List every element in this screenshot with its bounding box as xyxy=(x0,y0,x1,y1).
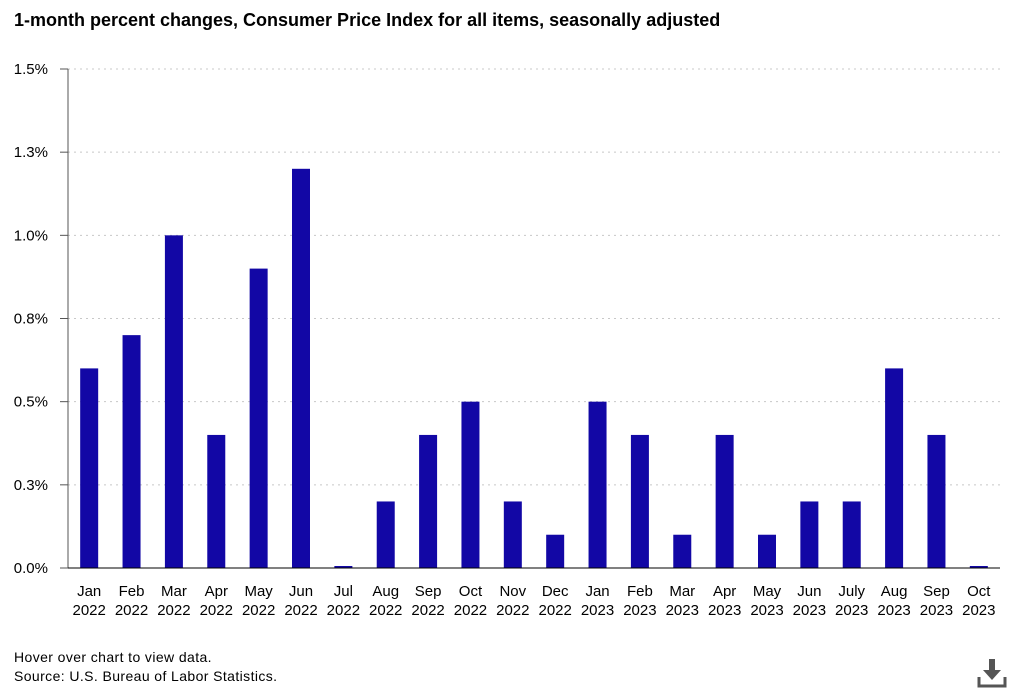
x-tick-label-month: Aug xyxy=(881,583,908,600)
x-tick-label-month: Aug xyxy=(372,583,399,600)
bar-jun-2022[interactable] xyxy=(292,168,310,569)
x-tick-label-month: Oct xyxy=(967,583,991,600)
x-tick-label-year: 2022 xyxy=(496,602,529,619)
y-tick-label: 1.3% xyxy=(14,144,48,161)
bar-oct-2022[interactable] xyxy=(461,401,480,568)
x-tick-label-year: 2023 xyxy=(750,602,783,619)
bar-feb-2023[interactable] xyxy=(630,434,649,568)
bar-july-2023[interactable] xyxy=(842,501,861,568)
x-tick-label-year: 2022 xyxy=(284,602,317,619)
x-tick-label-year: 2023 xyxy=(835,602,868,619)
x-tick-label-year: 2022 xyxy=(200,602,233,619)
bar-may-2023[interactable] xyxy=(758,534,776,568)
x-tick-label-year: 2023 xyxy=(581,602,614,619)
download-button[interactable] xyxy=(976,657,1008,689)
x-tick-label-month: May xyxy=(753,583,782,600)
x-tick-label-year: 2022 xyxy=(115,602,148,619)
x-tick-label-month: Apr xyxy=(713,583,736,600)
x-tick-label-year: 2022 xyxy=(369,602,402,619)
x-tick-label-year: 2023 xyxy=(623,602,656,619)
chart-footer: Hover over chart to view data. Source: U… xyxy=(14,648,277,686)
x-tick-label-year: 2022 xyxy=(157,602,190,619)
y-tick-label: 0.3% xyxy=(14,477,48,494)
x-tick-label-year: 2022 xyxy=(411,602,444,619)
bar-jul-2022[interactable] xyxy=(334,566,353,568)
bar-chart[interactable]: 0.0% 0.3% 0.5% 0.8% 1.0% 1.3% 1.5% Jan 2022 Feb 2… xyxy=(0,0,1024,640)
bar-apr-2022[interactable] xyxy=(207,434,226,568)
y-tick-label: 1.5% xyxy=(14,61,48,78)
grid-lines xyxy=(60,68,1000,569)
x-tick-label-month: Dec xyxy=(542,583,569,600)
download-icon xyxy=(977,659,1007,688)
axes xyxy=(67,69,1000,569)
x-tick-label-year: 2023 xyxy=(920,602,953,619)
x-tick-label-month: July xyxy=(838,583,865,600)
bar-mar-2023[interactable] xyxy=(673,534,692,568)
bar-oct-2023[interactable] xyxy=(969,566,988,568)
x-tick-label-month: Jun xyxy=(289,583,313,600)
x-tick-label-year: 2022 xyxy=(327,602,360,619)
bar-jun-2023[interactable] xyxy=(800,501,819,568)
bar-nov-2022[interactable] xyxy=(503,501,522,568)
bar-aug-2023[interactable] xyxy=(885,368,904,568)
x-tick-label-month: Feb xyxy=(119,583,145,600)
hover-note: Hover over chart to view data. xyxy=(14,649,212,665)
bars xyxy=(80,168,988,569)
bar-sep-2022[interactable] xyxy=(419,434,438,568)
y-tick-label: 0.8% xyxy=(14,311,48,328)
x-tick-label-year: 2022 xyxy=(454,602,487,619)
y-tick-label: 0.0% xyxy=(14,560,48,577)
x-tick-label-month: Jun xyxy=(797,583,821,600)
x-tick-label-month: Jul xyxy=(334,583,353,600)
bar-mar-2022[interactable] xyxy=(164,235,183,569)
x-tick-label-month: Nov xyxy=(499,583,526,600)
x-tick-label-year: 2023 xyxy=(793,602,826,619)
x-tick-label-year: 2022 xyxy=(242,602,275,619)
x-tick-label-month: Oct xyxy=(459,583,483,600)
x-tick-label-month: Jan xyxy=(77,583,101,600)
bar-apr-2023[interactable] xyxy=(715,434,734,568)
x-axis-tick-labels: Jan 2022 Feb 2022 Mar 2022 Apr 2022 May 2022 Jun 20… xyxy=(72,583,995,619)
bar-feb-2022[interactable] xyxy=(122,335,141,568)
x-tick-label-month: Mar xyxy=(669,583,695,600)
bar-dec-2022[interactable] xyxy=(546,534,565,568)
x-tick-label-month: Mar xyxy=(161,583,187,600)
x-tick-label-year: 2023 xyxy=(708,602,741,619)
x-tick-label-year: 2022 xyxy=(72,602,105,619)
y-tick-label: 0.5% xyxy=(14,394,48,411)
x-tick-label-year: 2023 xyxy=(877,602,910,619)
bar-jan-2022[interactable] xyxy=(80,368,99,568)
x-tick-label-year: 2023 xyxy=(666,602,699,619)
bar-jan-2023[interactable] xyxy=(588,401,607,568)
y-tick-label: 1.0% xyxy=(14,227,48,244)
x-tick-label-month: Feb xyxy=(627,583,653,600)
x-tick-label-month: Sep xyxy=(415,583,442,600)
x-tick-label-year: 2022 xyxy=(538,602,571,619)
y-axis-tick-labels: 0.0% 0.3% 0.5% 0.8% 1.0% 1.3% 1.5% xyxy=(14,61,48,577)
x-tick-label-year: 2023 xyxy=(962,602,995,619)
x-tick-label-month: Apr xyxy=(205,583,228,600)
chart-title: 1-month percent changes, Consumer Price … xyxy=(14,10,721,30)
x-tick-label-month: May xyxy=(244,583,273,600)
bar-may-2022[interactable] xyxy=(249,268,268,568)
bar-sep-2023[interactable] xyxy=(927,434,946,568)
source-note: Source: U.S. Bureau of Labor Statistics. xyxy=(14,668,278,684)
x-tick-label-month: Sep xyxy=(923,583,950,600)
bar-aug-2022[interactable] xyxy=(376,501,395,568)
x-tick-label-month: Jan xyxy=(585,583,609,600)
